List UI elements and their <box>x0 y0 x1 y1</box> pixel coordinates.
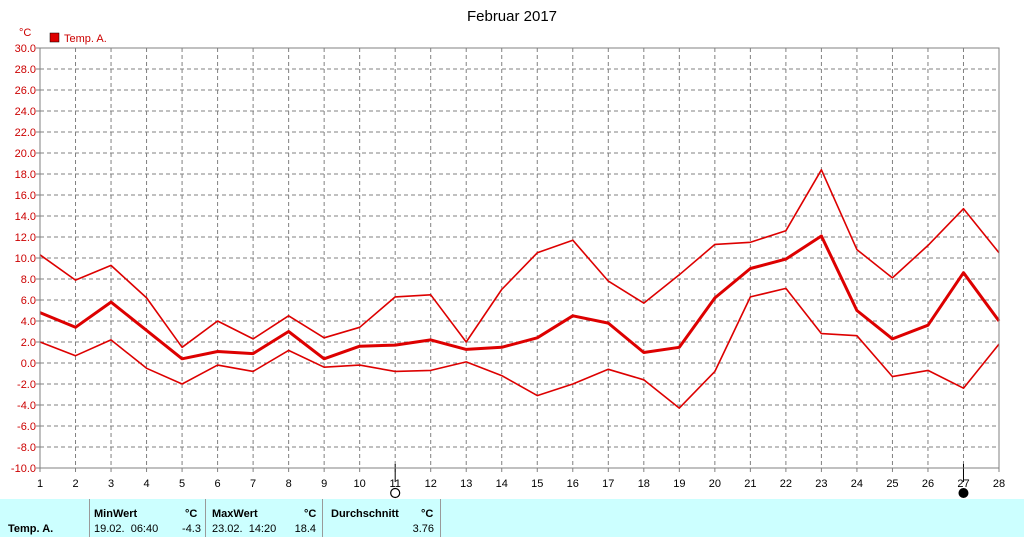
avg-value: 3.76 <box>412 523 434 535</box>
series-lines <box>39 169 1001 409</box>
x-tick-label: 13 <box>460 478 472 490</box>
y-tick-label: 10.0 <box>15 253 36 265</box>
max-unit: °C <box>304 508 317 520</box>
min-unit: °C <box>185 508 198 520</box>
y-tick-label: 12.0 <box>15 232 36 244</box>
x-tick-label: 1 <box>37 478 43 490</box>
stats-panel: Temp. A. MinWert °C 19.02. 06:40 -4.3 Ma… <box>0 499 1024 537</box>
stats-row-label-cell: Temp. A. <box>0 499 89 537</box>
y-tick-label: 2.0 <box>21 337 36 349</box>
stats-separator <box>89 499 90 537</box>
stats-row-label: Temp. A. <box>8 523 54 535</box>
y-tick-label: -10.0 <box>11 463 36 475</box>
series-line-avg <box>39 234 1001 361</box>
temperature-chart: Februar 2017 °C Temp. A. 30.028.026.024.… <box>11 8 1005 499</box>
x-tick-label: 15 <box>531 478 543 490</box>
y-tick-label: 30.0 <box>15 43 36 55</box>
x-tick-label: 28 <box>993 478 1005 490</box>
legend-label: Temp. A. <box>64 33 107 45</box>
y-tick-label: -8.0 <box>17 442 36 454</box>
min-header: MinWert <box>94 508 138 520</box>
x-tick-label: 23 <box>815 478 827 490</box>
x-tick-label: 22 <box>780 478 792 490</box>
y-tick-label: 0.0 <box>21 358 36 370</box>
stats-avg-cell: Durchschnitt °C 3.76 <box>323 499 440 537</box>
full-moon-icon <box>958 488 969 498</box>
x-axis: 1 2 3 4 5 6 7 8 9 10 11 12 13 14 15 16 17 18 19 20 21 22 23 24 2… <box>37 468 1005 490</box>
x-tick-label: 27 <box>957 478 969 490</box>
stats-max-cell: MaxWert °C 23.02. 14:20 18.4 <box>206 499 322 537</box>
new-moon-icon <box>390 487 401 499</box>
y-tick-label: 20.0 <box>15 148 36 160</box>
x-tick-label: 21 <box>744 478 756 490</box>
max-value: 18.4 <box>294 523 316 535</box>
x-tick-label: 5 <box>179 478 185 490</box>
y-tick-label: 18.0 <box>15 169 36 181</box>
x-tick-label: 2 <box>72 478 78 490</box>
x-tick-label: 14 <box>496 478 508 490</box>
y-tick-label: 8.0 <box>21 274 36 286</box>
y-tick-label: 28.0 <box>15 64 36 76</box>
x-tick-label: 17 <box>602 478 614 490</box>
min-value: -4.3 <box>182 523 201 535</box>
y-tick-label: 4.0 <box>21 316 36 328</box>
y-tick-label: -2.0 <box>17 379 36 391</box>
chart-title: Februar 2017 <box>467 8 557 25</box>
x-tick-label: 24 <box>851 478 863 490</box>
x-tick-label: 7 <box>250 478 256 490</box>
x-tick-label: 20 <box>709 478 721 490</box>
legend-swatch <box>49 32 60 43</box>
x-tick-label: 16 <box>567 478 579 490</box>
x-tick-label: 4 <box>143 478 149 490</box>
y-tick-label: 26.0 <box>15 85 36 97</box>
moon-markers <box>390 464 969 499</box>
series-line-min <box>39 287 1000 409</box>
stats-separator <box>205 499 206 537</box>
y-axis: 30.0 28.0 26.0 24.0 22.0 20.0 18.0 16.0 14.0 12.0… <box>11 43 40 475</box>
series-line-max <box>39 169 1000 349</box>
y-unit-label: °C <box>19 27 31 39</box>
max-header: MaxWert <box>212 508 258 520</box>
stats-min-cell: MinWert °C 19.02. 06:40 -4.3 <box>90 499 205 537</box>
y-tick-label: 24.0 <box>15 106 36 118</box>
x-tick-label: 8 <box>286 478 292 490</box>
x-tick-label: 3 <box>108 478 114 490</box>
y-tick-label: -4.0 <box>17 400 36 412</box>
y-tick-label: 14.0 <box>15 211 36 223</box>
grid <box>40 48 999 468</box>
y-tick-label: 6.0 <box>21 295 36 307</box>
plot-frame <box>39 47 1000 469</box>
x-tick-label: 12 <box>425 478 437 490</box>
x-tick-label: 26 <box>922 478 934 490</box>
x-tick-label: 19 <box>673 478 685 490</box>
min-when: 19.02. 06:40 <box>94 523 159 535</box>
x-tick-label: 10 <box>354 478 366 490</box>
y-tick-label: 16.0 <box>15 190 36 202</box>
x-tick-label: 25 <box>886 478 898 490</box>
x-tick-label: 9 <box>321 478 327 490</box>
max-when: 23.02. 14:20 <box>212 523 277 535</box>
x-tick-label: 11 <box>389 478 400 490</box>
y-tick-label: -6.0 <box>17 421 36 433</box>
avg-header: Durchschnitt <box>331 508 399 520</box>
avg-unit: °C <box>421 508 434 520</box>
stats-separator <box>440 499 441 537</box>
x-tick-label: 6 <box>215 478 221 490</box>
stats-separator <box>322 499 323 537</box>
x-tick-label: 18 <box>638 478 650 490</box>
y-tick-label: 22.0 <box>15 127 36 139</box>
